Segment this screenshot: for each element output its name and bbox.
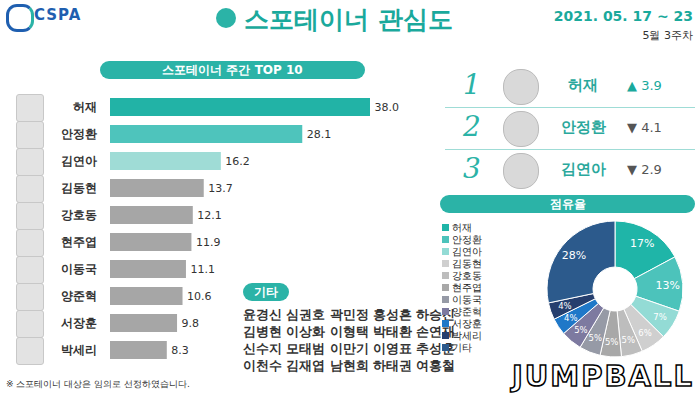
html-text:박세리: 박세리: [452, 330, 482, 341]
html-text:▲ 3.9: ▲ 3.9: [627, 78, 662, 93]
html-text:김병현 이상화 이형택 박태환 손연재: 김병현 이상화 이형택 박태환 손연재: [243, 324, 456, 339]
html-text:5월 3주차: 5월 3주차: [642, 29, 693, 42]
html-text:현주엽: 현주엽: [452, 282, 482, 293]
svg-text:28.1: 28.1: [307, 128, 332, 141]
html-text:▼ 4.1: ▼ 4.1: [627, 120, 662, 135]
html-text:JUMPBALL: JUMPBALL: [512, 359, 694, 393]
svg-text:안정환: 안정환: [61, 127, 97, 141]
html-text:김연아: 김연아: [452, 246, 482, 257]
svg-text:김동현: 김동현: [61, 181, 97, 195]
html-text:스포테이너 주간 TOP 10: 스포테이너 주간 TOP 10: [162, 63, 303, 77]
html-text:허재: 허재: [568, 76, 598, 94]
svg-text:현주엽: 현주엽: [61, 235, 97, 249]
html-text:안정환: 안정환: [560, 118, 606, 136]
html-text:윤경신 심권호 곽민정 홍성흔 하승진: 윤경신 심권호 곽민정 홍성흔 하승진: [243, 307, 456, 322]
svg-text:11.1: 11.1: [190, 263, 215, 276]
html-text:신수지 모태범 이만기 이영표 추성훈: 신수지 모태범 이만기 이영표 추성훈: [243, 341, 456, 356]
svg-text:4%: 4%: [564, 313, 578, 323]
svg-text:10.6: 10.6: [187, 290, 212, 303]
svg-text:7%: 7%: [653, 312, 667, 322]
svg-text:17%: 17%: [630, 237, 654, 250]
html-text:이천수 김재엽 남현희 하태권 여홍철: 이천수 김재엽 남현희 하태권 여홍철: [243, 358, 456, 373]
svg-text:38.0: 38.0: [375, 101, 400, 114]
html-text:※ 스포테이너 대상은 임의로 선정하였습니다.: ※ 스포테이너 대상은 임의로 선정하였습니다.: [6, 379, 190, 389]
svg-text:5%: 5%: [574, 325, 588, 335]
svg-text:박세리: 박세리: [61, 343, 97, 357]
svg-text:김연아: 김연아: [61, 154, 97, 168]
html-text:▼ 2.9: ▼ 2.9: [627, 162, 662, 177]
html-text:1: 1: [463, 68, 481, 101]
html-text:이동국: 이동국: [452, 294, 482, 305]
html-text:김동현: 김동현: [452, 258, 482, 269]
html-text:강호동: 강호동: [452, 270, 482, 281]
svg-text:이동국: 이동국: [61, 262, 97, 276]
html-text:허재: 허재: [452, 222, 472, 233]
html-text:3: 3: [463, 152, 481, 185]
svg-text:11.9: 11.9: [196, 236, 221, 249]
html-text:양준혁: 양준혁: [452, 306, 482, 317]
svg-text:6%: 6%: [638, 328, 652, 338]
svg-text:강호동: 강호동: [61, 208, 97, 222]
html-text:김연아: 김연아: [560, 160, 606, 178]
svg-text:서장훈: 서장훈: [61, 316, 97, 330]
svg-text:13%: 13%: [656, 279, 680, 292]
svg-text:허재: 허재: [73, 100, 97, 114]
html-text:서장훈: 서장훈: [452, 318, 482, 329]
svg-text:5%: 5%: [622, 335, 636, 345]
svg-text:12.1: 12.1: [197, 209, 222, 222]
html-text:기타: 기타: [452, 342, 472, 353]
svg-text:28%: 28%: [562, 249, 586, 262]
svg-text:9.8: 9.8: [182, 317, 200, 330]
html-text:2: 2: [463, 110, 481, 143]
html-text:점유율: 점유율: [549, 197, 586, 211]
svg-text:13.7: 13.7: [208, 182, 233, 195]
html-text:CSPA: CSPA: [34, 6, 82, 24]
html-text:안정환: 안정환: [452, 234, 482, 245]
svg-text:4%: 4%: [558, 301, 572, 311]
svg-text:5%: 5%: [589, 333, 603, 343]
svg-text:8.3: 8.3: [171, 344, 189, 357]
svg-text:5%: 5%: [605, 337, 619, 347]
html-text:2021. 05. 17 ~ 23: 2021. 05. 17 ~ 23: [553, 8, 693, 24]
html-text:스포테이너 관심도: 스포테이너 관심도: [244, 5, 453, 34]
svg-text:16.2: 16.2: [225, 155, 250, 168]
html-text:기타: 기타: [254, 285, 278, 299]
svg-text:양준혁: 양준혁: [61, 289, 97, 303]
